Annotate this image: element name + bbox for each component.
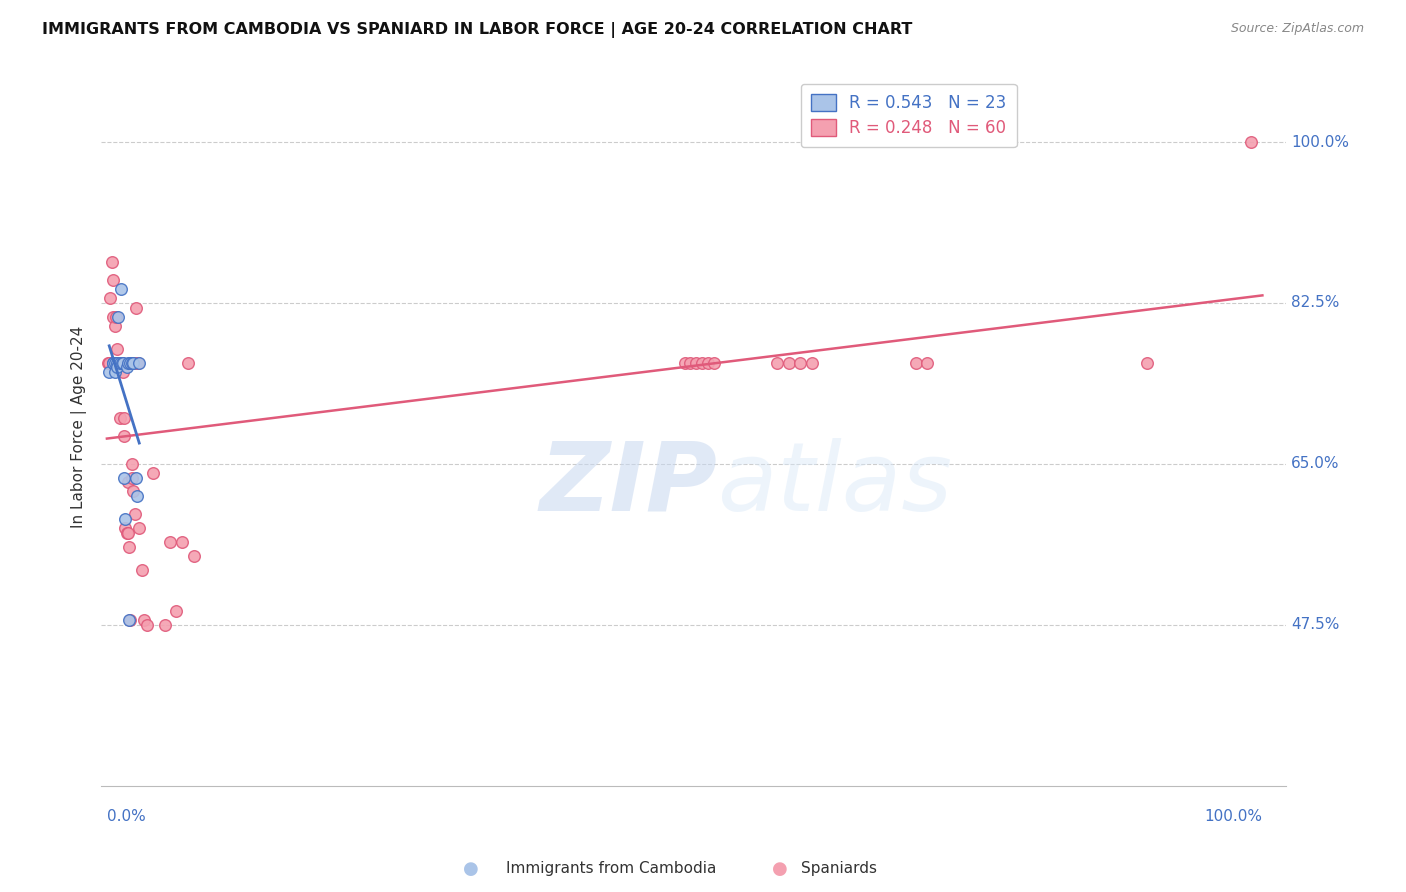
Text: ZIP: ZIP (538, 438, 717, 531)
Point (105, 360, 128, 375)
Point (125, 489, 148, 503)
Text: 82.5%: 82.5% (1291, 295, 1340, 310)
Point (101, 273, 124, 287)
Point (136, 617, 159, 632)
Point (170, 535, 193, 549)
Point (101, 356, 124, 370)
Text: 47.5%: 47.5% (1291, 617, 1340, 632)
Point (118, 540, 141, 554)
Point (112, 365, 135, 379)
Point (121, 457, 143, 471)
Point (105, 310, 128, 324)
Point (128, 521, 150, 535)
Point (778, 356, 800, 370)
Point (105, 356, 128, 370)
Point (103, 356, 125, 370)
Point (112, 356, 135, 370)
Point (679, 356, 702, 370)
Point (115, 525, 138, 540)
Point (125, 356, 148, 370)
Point (120, 356, 142, 370)
Point (117, 475, 139, 490)
Point (112, 429, 135, 443)
Text: Immigrants from Cambodia: Immigrants from Cambodia (506, 861, 717, 876)
Text: 100.0%: 100.0% (1291, 135, 1350, 150)
Point (690, 356, 713, 370)
Point (121, 470, 143, 484)
Text: Spaniards: Spaniards (801, 861, 877, 876)
Point (118, 613, 141, 627)
Point (97, 356, 120, 370)
Point (125, 301, 148, 315)
Point (165, 604, 187, 618)
Point (702, 356, 724, 370)
Point (159, 535, 181, 549)
Point (101, 310, 124, 324)
Point (114, 512, 136, 526)
Point (98, 365, 121, 379)
Point (142, 466, 165, 480)
Point (132, 613, 155, 627)
Point (112, 410, 135, 425)
Text: 100.0%: 100.0% (1205, 808, 1263, 823)
Point (111, 356, 134, 370)
Point (153, 617, 176, 632)
Point (118, 613, 141, 627)
Point (105, 356, 128, 370)
Text: 0.0%: 0.0% (107, 808, 146, 823)
Point (105, 342, 128, 356)
Point (114, 521, 136, 535)
Point (800, 356, 823, 370)
Text: ●: ● (463, 860, 479, 878)
Point (177, 356, 200, 370)
Point (115, 360, 138, 375)
Point (107, 356, 129, 370)
Point (117, 525, 139, 540)
Point (117, 356, 139, 370)
Y-axis label: In Labor Force | Age 20-24: In Labor Force | Age 20-24 (72, 326, 87, 528)
Point (104, 318, 127, 333)
Text: Source: ZipAtlas.com: Source: ZipAtlas.com (1230, 22, 1364, 36)
Point (101, 356, 124, 370)
Legend: R = 0.543   N = 23, R = 0.248   N = 60: R = 0.543 N = 23, R = 0.248 N = 60 (801, 84, 1017, 147)
Text: atlas: atlas (717, 438, 952, 531)
Point (112, 470, 135, 484)
Point (122, 356, 145, 370)
Point (105, 356, 128, 370)
Point (673, 356, 696, 370)
Point (124, 508, 146, 522)
Point (100, 254, 122, 268)
Point (789, 356, 811, 370)
Point (183, 549, 205, 563)
Point (1136, 356, 1159, 370)
Point (104, 356, 127, 370)
Point (127, 356, 149, 370)
Point (100, 291, 122, 305)
Point (110, 356, 132, 370)
Point (904, 356, 927, 370)
Text: ●: ● (772, 860, 789, 878)
Point (128, 356, 150, 370)
Point (122, 484, 145, 499)
Point (125, 470, 148, 484)
Point (696, 356, 718, 370)
Point (1240, 135, 1263, 149)
Text: IMMIGRANTS FROM CAMBODIA VS SPANIARD IN LABOR FORCE | AGE 20-24 CORRELATION CHAR: IMMIGRANTS FROM CAMBODIA VS SPANIARD IN … (42, 22, 912, 38)
Point (917, 356, 939, 370)
Point (104, 356, 127, 370)
Point (121, 356, 143, 370)
Text: 65.0%: 65.0% (1291, 457, 1340, 471)
Point (118, 356, 141, 370)
Point (131, 563, 153, 577)
Point (108, 410, 131, 425)
Point (107, 310, 129, 324)
Point (685, 356, 707, 370)
Point (98, 356, 121, 370)
Point (107, 356, 129, 370)
Point (110, 282, 132, 296)
Point (111, 356, 134, 370)
Point (108, 356, 131, 370)
Point (766, 356, 789, 370)
Point (104, 365, 127, 379)
